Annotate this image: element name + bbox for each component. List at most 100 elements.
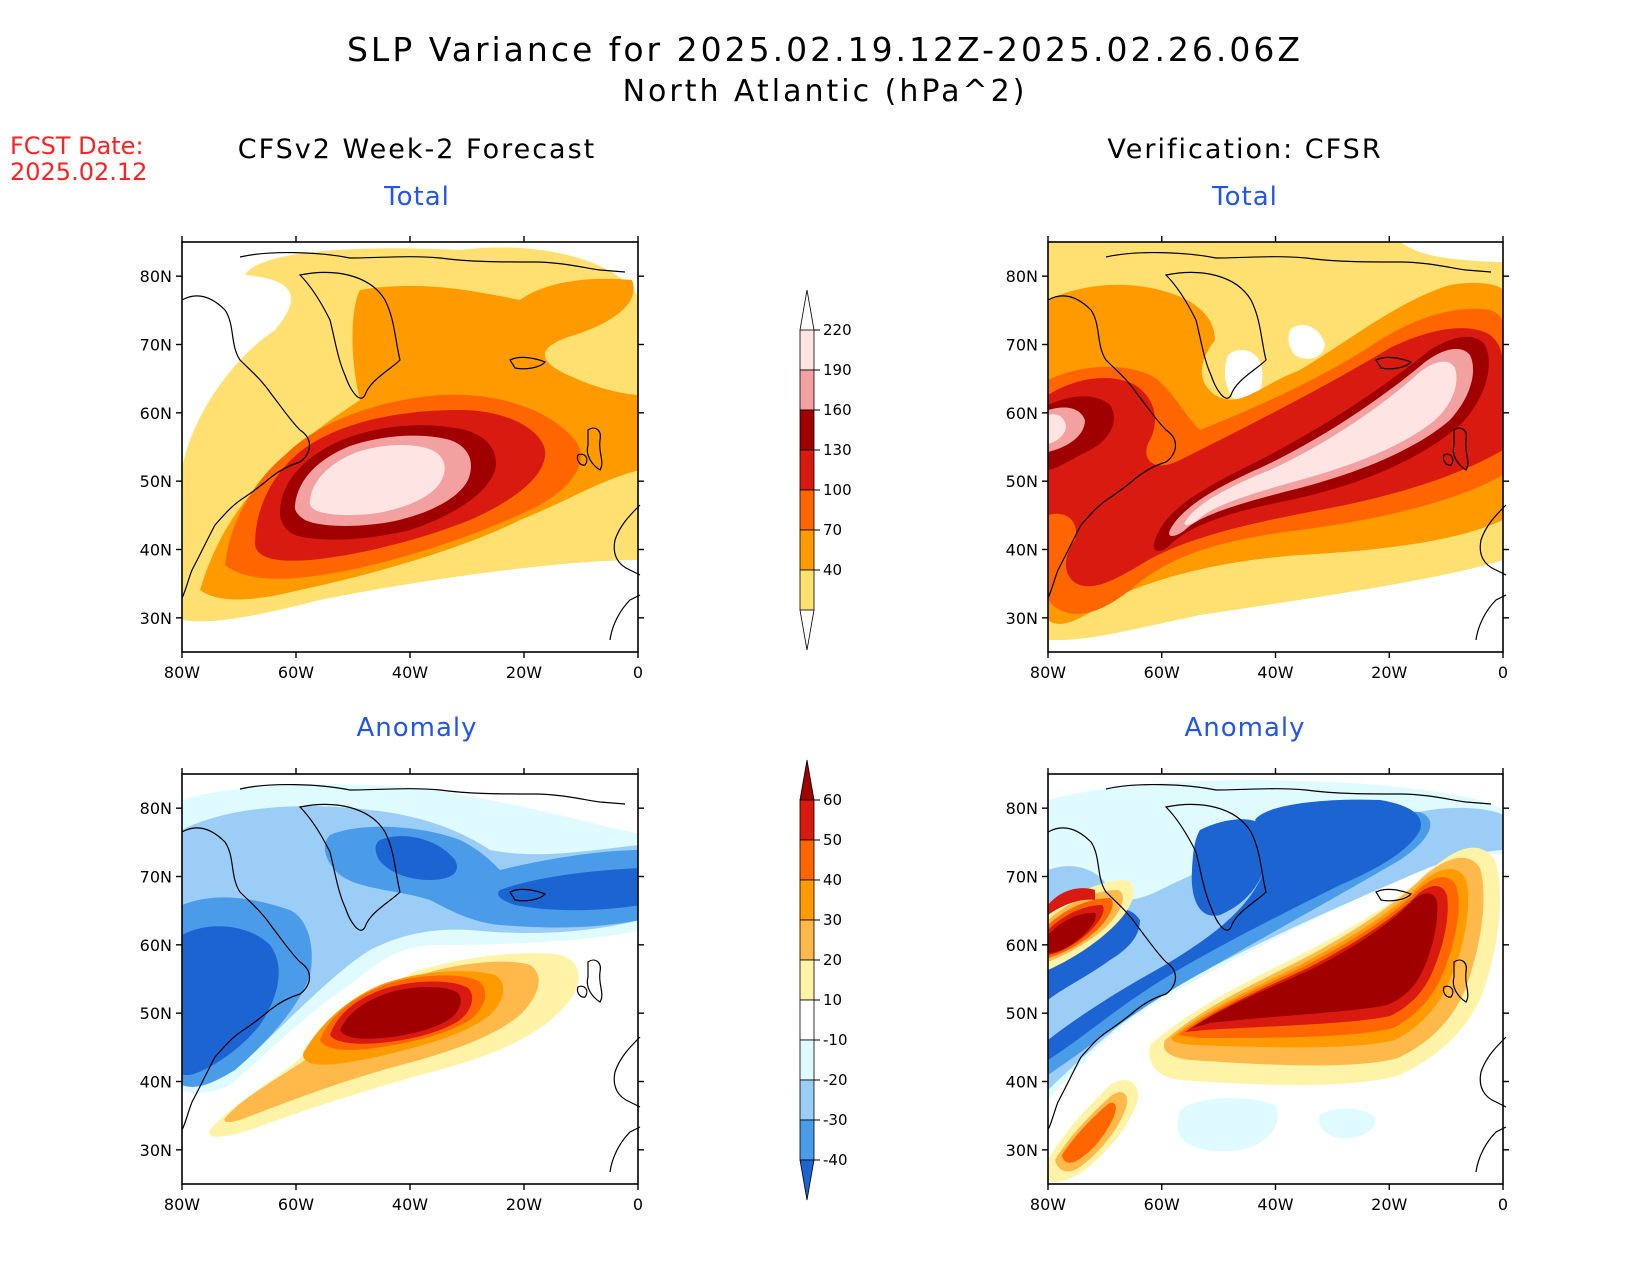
colorbar-label: 190 [823, 361, 852, 379]
contour-220 [309, 444, 445, 516]
lon-tick-label: 80W [1030, 663, 1066, 682]
lat-tick-label: 70N [1006, 336, 1038, 355]
lat-tick-label: 60N [140, 936, 172, 955]
colorbar-cell [799, 489, 815, 531]
lon-tick-label: 40W [392, 663, 428, 682]
colorbar-label: 220 [823, 321, 852, 339]
colorbar-cell [799, 1159, 815, 1201]
colorbar-cell [799, 409, 815, 451]
lat-tick-label: 30N [1006, 609, 1038, 628]
map-axes: 80N 70N 60N 50N 40N 30N 80W 60W 40W 20W 0 80N 70N 60N… [140, 236, 1509, 1214]
lat-tick-label: 40N [1006, 541, 1038, 560]
fcst-date: 2025.02.12 [10, 158, 148, 186]
lat-tick-label: 50N [1006, 1004, 1038, 1023]
colorbar-cell [799, 449, 815, 491]
colorbar-cell [799, 959, 815, 1001]
lat-tick-label: 80N [1006, 799, 1038, 818]
contour-220 [1048, 361, 1457, 526]
lon-tick-label: 60W [1144, 1195, 1180, 1214]
lon-tick-label: 20W [506, 1195, 542, 1214]
lon-tick-label: 60W [278, 1195, 314, 1214]
colorbar-cell [799, 1039, 815, 1081]
colorbar-label: 160 [823, 401, 852, 419]
lat-tick-label: 50N [140, 472, 172, 491]
lon-tick-label: 20W [1371, 1195, 1407, 1214]
lat-tick-label: 80N [140, 799, 172, 818]
right-column-title: Verification: CFSR [1107, 134, 1383, 165]
fcst-label: FCST Date: [10, 132, 144, 160]
colorbar-label: 50 [823, 831, 842, 849]
colorbar-label: 130 [823, 441, 852, 459]
colorbar-label: 30 [823, 911, 842, 929]
colorbar-label: -30 [823, 1111, 848, 1129]
lat-tick-label: 60N [140, 404, 172, 423]
lon-tick-label: 60W [1144, 663, 1180, 682]
colorbar-anomaly: 60 50 40 30 20 10 -10 -20 -30 -40 [799, 759, 848, 1201]
colorbar-cell [799, 839, 815, 881]
lat-tick-label: 70N [1006, 868, 1038, 887]
lon-tick-label: 20W [1371, 663, 1407, 682]
lat-tick-label: 80N [140, 267, 172, 286]
colorbar-cell [799, 569, 815, 611]
colorbar-label: 20 [823, 951, 842, 969]
colorbar-cell [799, 369, 815, 411]
lon-tick-label: 0 [1498, 663, 1508, 682]
anom-neg-40 [1048, 799, 1421, 1060]
colorbar-label: -20 [823, 1071, 848, 1089]
coastline [181, 251, 641, 641]
panel-title-bottom-left: Anomaly [356, 713, 478, 743]
left-column-title: CFSv2 Week-2 Forecast [237, 134, 597, 165]
lon-tick-label: 0 [1498, 1195, 1508, 1214]
colorbar-cell [799, 329, 815, 371]
lat-tick-label: 50N [1006, 472, 1038, 491]
lon-tick-label: 40W [1257, 663, 1293, 682]
lat-tick-label: 80N [1006, 267, 1038, 286]
anom-pos-60 [1048, 893, 1438, 1028]
lat-tick-label: 30N [140, 1141, 172, 1160]
lon-tick-label: 0 [633, 663, 643, 682]
colorbar-label: 70 [823, 521, 842, 539]
colorbar-bottom-tip [799, 609, 815, 651]
lon-tick-label: 40W [392, 1195, 428, 1214]
colorbar-total: 220 190 160 130 100 70 40 [799, 289, 852, 651]
colorbar-top-tip [799, 289, 815, 331]
lon-tick-label: 0 [633, 1195, 643, 1214]
colorbar-cell [799, 759, 815, 801]
lat-tick-label: 70N [140, 868, 172, 887]
main-subtitle: North Atlantic (hPa^2) [622, 74, 1028, 109]
map-panel-forecast-anomaly [182, 774, 638, 1184]
colorbar-cell [799, 919, 815, 961]
lon-tick-label: 80W [164, 663, 200, 682]
lat-tick-label: 40N [140, 1073, 172, 1092]
lat-tick-label: 60N [1006, 404, 1038, 423]
panel-title-top-right: Total [1212, 182, 1278, 212]
lon-tick-label: 20W [506, 663, 542, 682]
colorbar-label: -40 [823, 1151, 848, 1169]
lat-tick-label: 50N [140, 1004, 172, 1023]
anom-pos-60 [340, 987, 461, 1039]
panel-title-top-left: Total [384, 182, 450, 212]
panel-title-bottom-right: Anomaly [1184, 713, 1306, 743]
colorbar-cell [799, 1079, 815, 1121]
colorbar-cell [799, 799, 815, 841]
lat-tick-label: 30N [1006, 1141, 1038, 1160]
colorbar-label: 10 [823, 991, 842, 1009]
colorbar-label: 40 [823, 871, 842, 889]
colorbar-cell [799, 879, 815, 921]
lon-tick-label: 80W [164, 1195, 200, 1214]
colorbar-cell [799, 999, 815, 1041]
lat-tick-label: 70N [140, 336, 172, 355]
lat-tick-label: 40N [1006, 1073, 1038, 1092]
colorbar-label: 100 [823, 481, 852, 499]
colorbar-label: 60 [823, 791, 842, 809]
lon-tick-label: 60W [278, 663, 314, 682]
colorbar-label: -10 [823, 1031, 848, 1049]
map-panel-forecast-total [182, 242, 638, 652]
lon-tick-label: 80W [1030, 1195, 1066, 1214]
lon-tick-label: 40W [1257, 1195, 1293, 1214]
contour-160 [1048, 336, 1489, 552]
map-panel-verification-total [1048, 242, 1503, 652]
main-title: SLP Variance for 2025.02.19.12Z-2025.02.… [346, 30, 1304, 69]
colorbar-cell [799, 529, 815, 571]
